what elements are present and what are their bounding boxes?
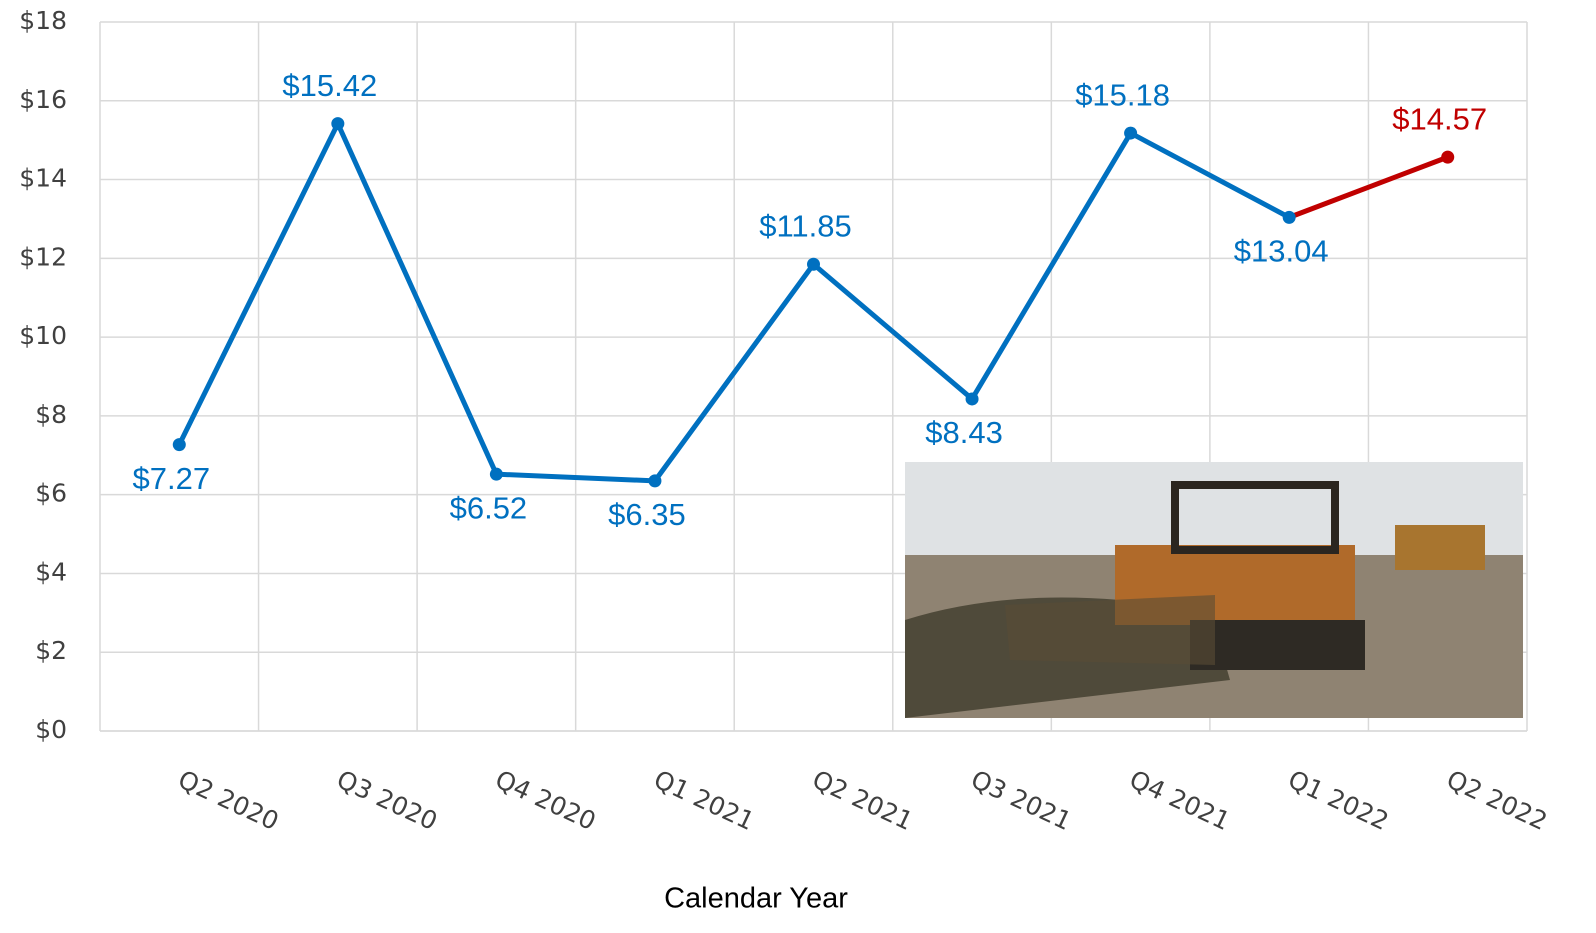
y-tick-label: $4	[35, 557, 67, 586]
data-label: $15.42	[282, 68, 377, 103]
point	[807, 258, 820, 271]
x-tick-label: Q4 2021	[1125, 764, 1234, 836]
x-tick-label: Q3 2020	[332, 764, 441, 836]
point	[490, 468, 503, 481]
data-label: $7.27	[132, 461, 210, 496]
y-tick-label: $0	[35, 715, 67, 744]
point	[648, 474, 661, 487]
x-tick-label: Q1 2022	[1284, 764, 1393, 836]
point	[966, 392, 979, 405]
point	[331, 117, 344, 130]
x-axis-title: Calendar Year	[664, 883, 848, 915]
point	[1441, 151, 1454, 164]
y-tick-label: $8	[35, 400, 67, 429]
y-tick-label: $2	[35, 636, 67, 665]
data-label: $13.04	[1234, 234, 1329, 269]
x-tick-label: Q2 2022	[1442, 764, 1551, 836]
data-label: $8.43	[925, 415, 1003, 450]
data-label: $6.52	[450, 490, 528, 525]
point	[1124, 127, 1137, 140]
x-tick-label: Q2 2020	[174, 764, 283, 836]
y-tick-label: $18	[19, 6, 67, 35]
chart: Calendar Year $0 $2 $4 $6 $8 $10 $12 $14 $16 $18 Q…	[0, 0, 1596, 933]
data-label: $15.18	[1075, 77, 1170, 112]
x-tick-label: Q3 2021	[967, 764, 1076, 836]
x-tick-label: Q4 2020	[491, 764, 600, 836]
point	[173, 438, 186, 451]
y-tick-label: $6	[35, 479, 67, 508]
y-tick-label: $16	[19, 85, 67, 114]
y-tick-label: $12	[19, 242, 67, 271]
data-label: $6.35	[608, 497, 686, 532]
y-tick-label: $10	[19, 321, 67, 350]
data-label: $11.85	[759, 208, 852, 243]
x-tick-label: Q2 2021	[808, 764, 917, 836]
point	[1283, 211, 1296, 224]
photo	[905, 462, 1523, 718]
x-tick-label: Q1 2021	[649, 764, 758, 836]
data-label: $14.57	[1392, 101, 1487, 136]
y-tick-label: $14	[19, 164, 67, 193]
